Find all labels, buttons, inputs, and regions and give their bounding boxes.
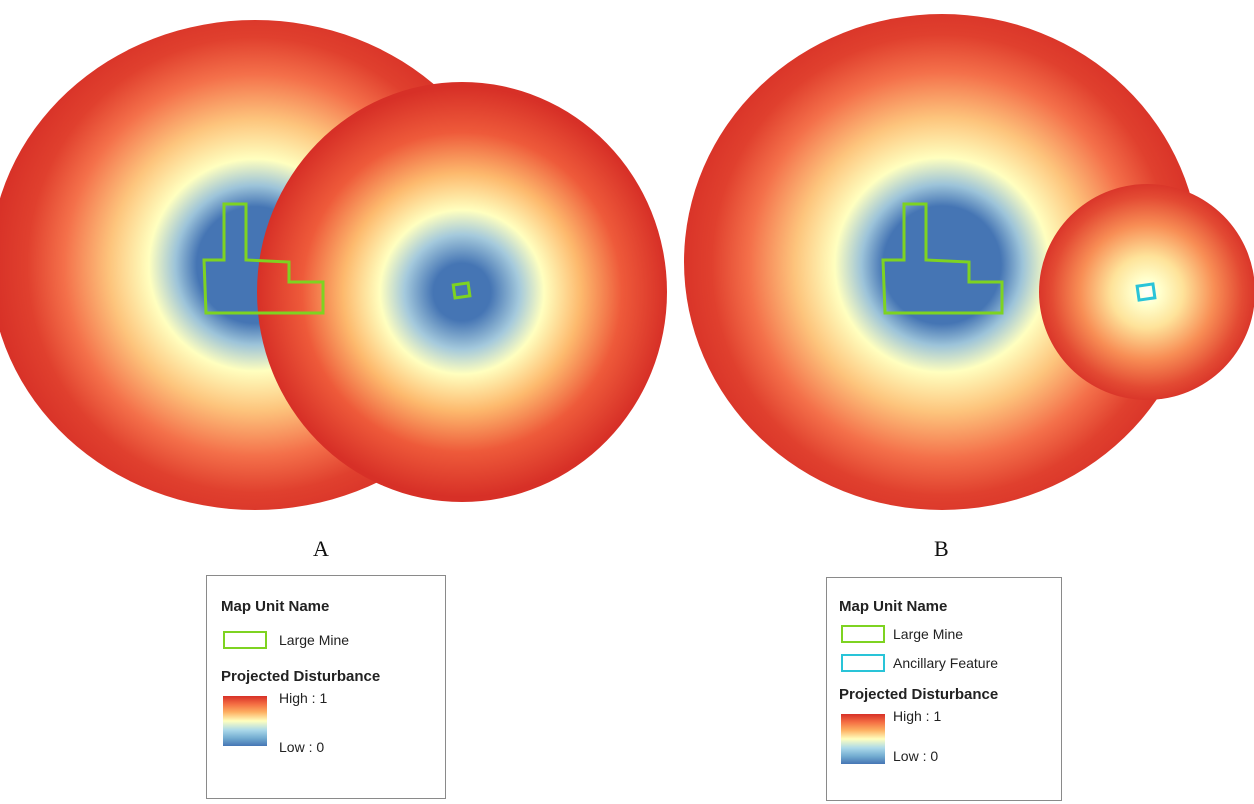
disturbance-zone-ancillary: [1039, 184, 1254, 400]
small-mine-outline: [451, 281, 472, 300]
legend-high-label: High : 1: [279, 690, 328, 706]
legend-b: Map Unit Name Large Mine Ancillary Featu…: [826, 577, 1062, 801]
large-mine-swatch: [223, 631, 267, 649]
legend-title: Map Unit Name: [221, 598, 330, 615]
legend-low-label: Low : 0: [279, 739, 325, 755]
map-panel-a: A Map Unit Name Large Mine Projected Dis…: [0, 20, 667, 799]
disturbance-zone-small-mine: [257, 82, 667, 502]
large-mine-swatch: [841, 625, 885, 643]
legend-a: Map Unit Name Large Mine Projected Distu…: [206, 575, 446, 799]
panel-label-a: A: [313, 536, 329, 561]
legend-high-label: High : 1: [893, 708, 942, 724]
panel-label-b: B: [934, 536, 949, 561]
legend-title: Map Unit Name: [839, 598, 948, 615]
large-mine-outline: [881, 202, 1004, 315]
legend-item-large-mine: Large Mine: [893, 626, 964, 642]
legend-item-large-mine: Large Mine: [279, 632, 350, 648]
disturbance-map-a: [0, 20, 667, 510]
ancillary-feature-outline: [1135, 282, 1157, 302]
map-panel-b: B Map Unit Name Large Mine Ancillary Fea…: [680, 0, 1254, 804]
legend-disturbance-title: Projected Disturbance: [839, 686, 999, 703]
disturbance-color-ramp: [223, 696, 267, 746]
disturbance-color-ramp: [841, 714, 885, 764]
ancillary-feature-swatch: [841, 654, 885, 672]
large-mine-outline: [202, 202, 325, 315]
legend-disturbance-title: Projected Disturbance: [221, 668, 381, 685]
legend-item-ancillary-feature: Ancillary Feature: [893, 655, 999, 671]
disturbance-map-b: [684, 14, 1254, 510]
legend-low-label: Low : 0: [893, 748, 939, 764]
